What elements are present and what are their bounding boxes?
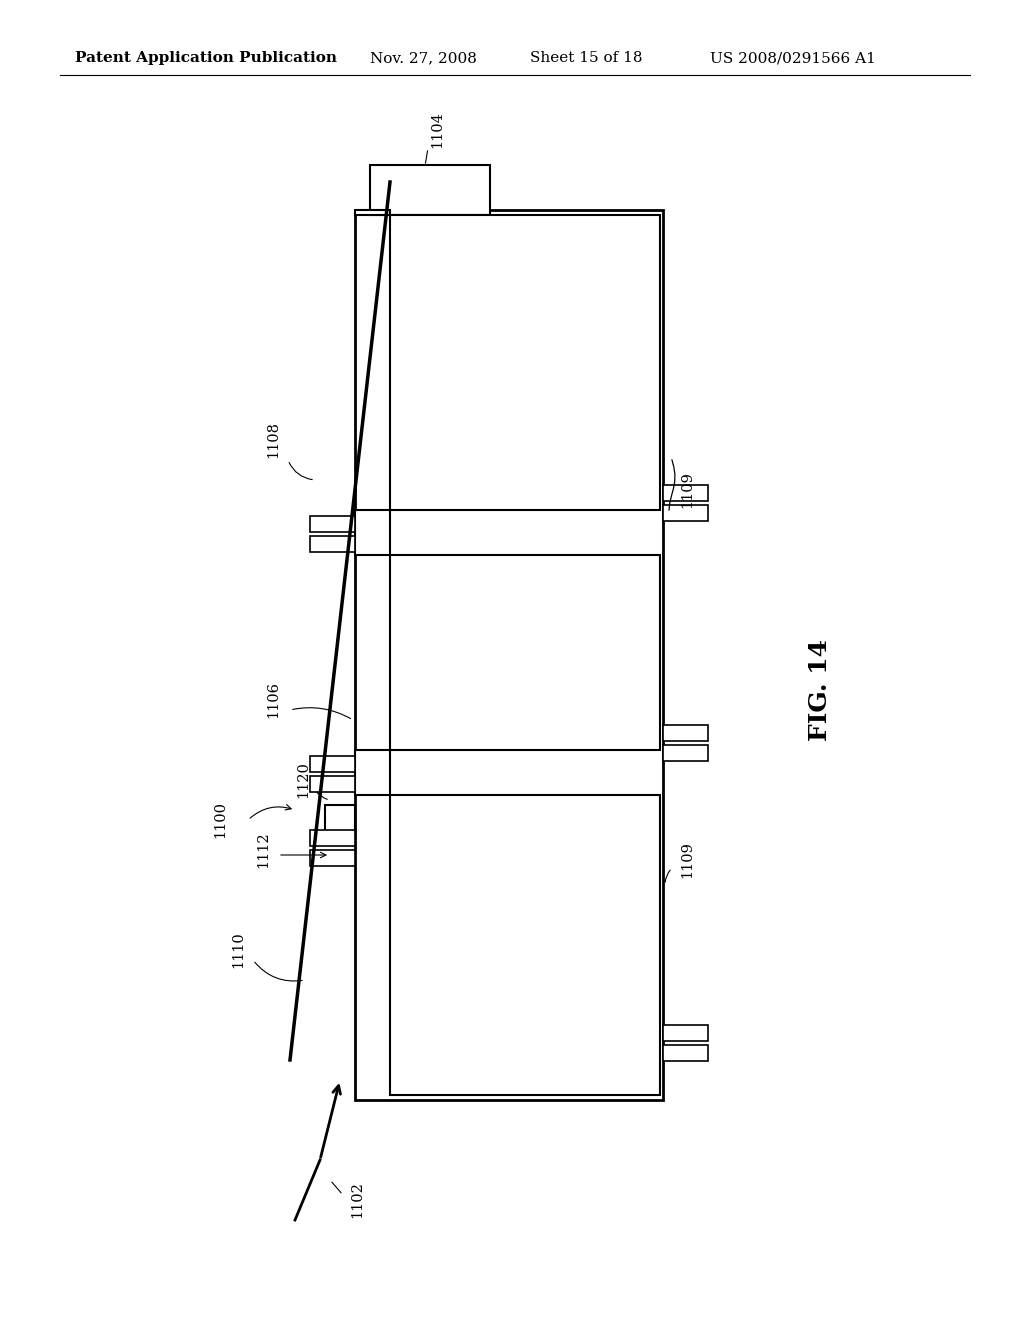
Text: 1106: 1106 [266,681,280,718]
Bar [663,725,708,741]
Bar [390,215,660,510]
Bar [390,795,660,1096]
Bar [663,1026,708,1041]
Bar [310,756,355,772]
Bar [370,165,490,215]
Bar [663,484,708,502]
Text: US 2008/0291566 A1: US 2008/0291566 A1 [710,51,876,65]
Bar [663,1045,708,1061]
Bar [355,210,663,1100]
Text: Sheet 15 of 18: Sheet 15 of 18 [530,51,642,65]
Bar [310,516,355,532]
Bar [355,210,390,215]
Text: 1112: 1112 [256,832,270,869]
Bar [390,554,660,750]
Bar [355,510,390,554]
Text: Patent Application Publication: Patent Application Publication [75,51,337,65]
Bar [325,805,355,845]
Text: 1109: 1109 [680,842,694,878]
Text: 1104: 1104 [430,112,444,148]
Text: 1100: 1100 [213,801,227,838]
Text: 1120: 1120 [296,762,310,799]
Bar [663,506,708,521]
Bar [310,776,355,792]
Bar [663,744,708,762]
Bar [310,850,355,866]
Text: Nov. 27, 2008: Nov. 27, 2008 [370,51,477,65]
Text: 1108: 1108 [266,421,280,458]
Bar [310,536,355,552]
Text: 1109: 1109 [680,471,694,508]
Text: 1110: 1110 [231,932,245,969]
Bar [310,830,355,846]
Text: 1102: 1102 [350,1181,364,1218]
Text: FIG. 14: FIG. 14 [808,639,831,741]
Bar [355,750,390,795]
